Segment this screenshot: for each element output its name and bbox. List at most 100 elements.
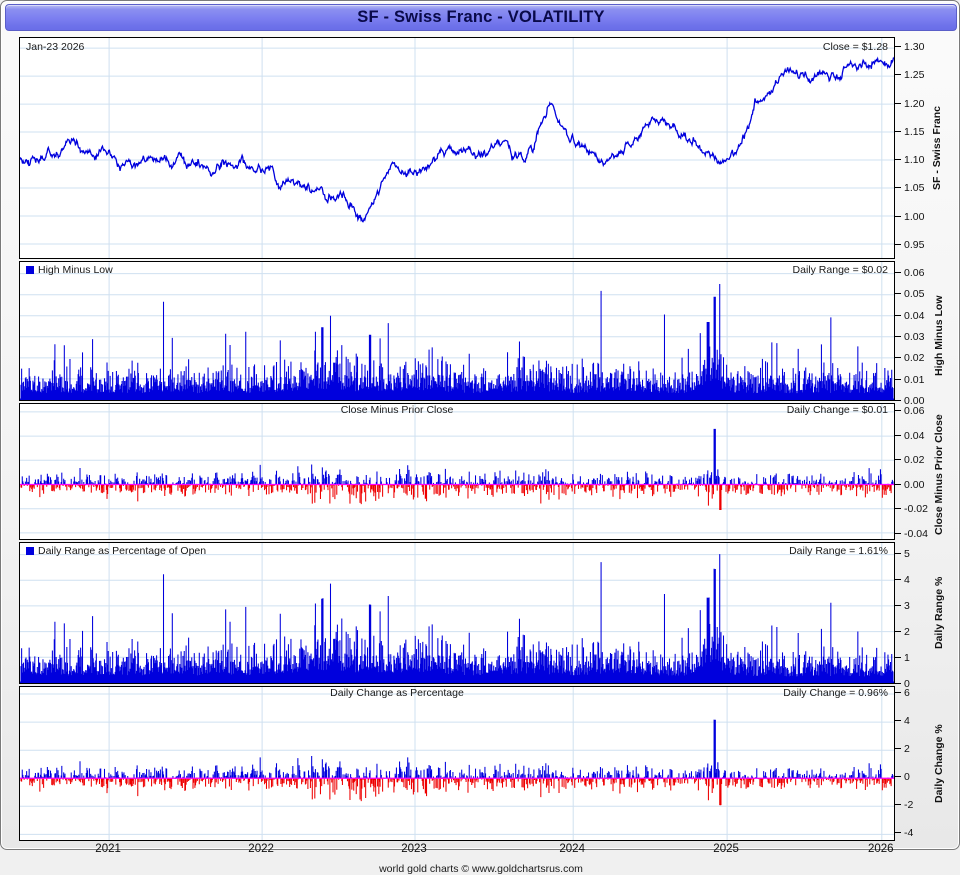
x-tick-label: 2024 [559, 843, 585, 855]
yaxis-title-close-minus-prior-close: Close Minus Prior Close [933, 414, 945, 536]
y-tick-value: 0.04 [904, 309, 925, 322]
y-tick-label: 1.30 [895, 41, 924, 53]
y-tick-label: 0.06 [895, 405, 924, 417]
y-tick-label: 6 [895, 687, 910, 699]
yaxis-title-price: SF - Swiss Franc [931, 105, 943, 191]
y-tick-label: 0.05 [895, 288, 924, 300]
tick-mark-icon [895, 130, 901, 132]
y-tick-value: 0.06 [904, 266, 925, 279]
y-tick-label: 0.00 [895, 479, 924, 491]
plot-area-daily-range-pct [19, 542, 895, 684]
y-tick-value: 1.10 [904, 154, 925, 167]
y-tick-value: 0.02 [904, 454, 925, 467]
tick-mark-icon [895, 187, 901, 189]
y-tick-value: 1.30 [904, 41, 925, 54]
y-tick-label: 0.04 [895, 430, 924, 442]
yaxis-high-minus-low: High Minus Low 0.06 0.05 0.04 0.03 0.02 0.01 0… [895, 261, 960, 407]
chart-stack: Jan-23 2026 Close = $1.28 SF - Swiss Fra… [1, 31, 960, 875]
y-tick-label: 2 [895, 626, 910, 638]
x-tick-label: 2021 [95, 843, 121, 855]
tick-mark-icon [895, 508, 901, 510]
x-axis: 2021 2022 2023 2024 2025 2026 [1, 843, 960, 863]
y-tick-label: 2 [895, 743, 910, 755]
panel-daily-change-pct: Daily Change as Percentage Daily Change … [19, 686, 895, 841]
y-tick-label: 0.02 [895, 454, 924, 466]
yaxis-daily-change-pct: Daily Change % 6 4 2 0 -2 -4 [895, 686, 960, 841]
y-tick-label: 1.10 [895, 154, 924, 166]
y-tick-value: 1.25 [904, 69, 925, 82]
tick-mark-icon [895, 656, 901, 658]
tick-mark-icon [895, 748, 901, 750]
y-tick-value: 0.05 [904, 288, 925, 301]
panel-high-minus-low: High Minus Low Daily Range = $0.02 [19, 261, 895, 401]
y-tick-label: 0 [895, 678, 910, 690]
tick-mark-icon [895, 74, 901, 76]
tick-mark-icon [895, 532, 901, 534]
plot-area-high-minus-low [19, 261, 895, 401]
tick-mark-icon [895, 271, 901, 273]
y-tick-value: 5 [904, 547, 910, 560]
y-tick-label: 1.25 [895, 69, 924, 81]
y-tick-label: 5 [895, 548, 910, 560]
y-tick-label: 0.04 [895, 310, 924, 322]
plot-area-daily-change-pct [19, 686, 895, 841]
y-tick-value: 0 [904, 678, 910, 690]
yaxis-title-high-minus-low: High Minus Low [933, 295, 945, 377]
yaxis-title-daily-range-pct: Daily Range % [933, 576, 945, 650]
y-tick-label: 0.01 [895, 374, 924, 386]
tick-mark-icon [895, 552, 901, 554]
y-tick-label: 4 [895, 574, 910, 586]
tick-mark-icon [895, 776, 901, 778]
y-tick-value: 1.05 [904, 182, 925, 195]
window-title-bar: SF - Swiss Franc - VOLATILITY [5, 4, 957, 31]
tick-mark-icon [895, 434, 901, 436]
tick-mark-icon [895, 720, 901, 722]
y-tick-value: -2 [904, 799, 914, 812]
y-tick-value: 2 [904, 743, 910, 756]
y-tick-value: 0.00 [904, 395, 925, 407]
y-tick-value: 1 [904, 651, 910, 664]
tick-mark-icon [895, 400, 901, 401]
y-tick-value: -4 [904, 827, 914, 840]
tick-mark-icon [895, 578, 901, 580]
tick-mark-icon [895, 215, 901, 217]
y-tick-label: 1.15 [895, 126, 924, 138]
y-tick-label: 0.95 [895, 239, 924, 251]
y-tick-label: 4 [895, 715, 910, 727]
tick-mark-icon [895, 335, 901, 337]
y-tick-value: -0.04 [904, 527, 928, 540]
y-tick-label: 1 [895, 652, 910, 664]
tick-mark-icon [895, 46, 901, 48]
y-tick-value: 0 [904, 771, 910, 784]
tick-mark-icon [895, 102, 901, 104]
y-tick-label: -2 [895, 799, 913, 811]
tick-mark-icon [895, 293, 901, 295]
x-tick-label: 2023 [401, 843, 427, 855]
tick-mark-icon [895, 357, 901, 359]
y-tick-value: 0.02 [904, 352, 925, 365]
y-tick-value: 0.00 [904, 478, 925, 491]
y-tick-label: -0.04 [895, 528, 928, 540]
y-tick-value: 4 [904, 573, 910, 586]
footer-credit: world gold charts © www.goldchartsrus.co… [379, 863, 583, 875]
y-tick-value: 0.95 [904, 238, 925, 251]
panel-price: Jan-23 2026 Close = $1.28 [19, 37, 895, 259]
panel-daily-range-pct: Daily Range as Percentage of Open Daily … [19, 542, 895, 684]
y-tick-value: 0.01 [904, 373, 925, 386]
tick-mark-icon [895, 630, 901, 632]
tick-mark-icon [895, 683, 901, 684]
y-tick-value: 1.20 [904, 97, 925, 110]
tick-mark-icon [895, 314, 901, 316]
panel-close-minus-prior-close: Close Minus Prior Close Daily Change = $… [19, 403, 895, 540]
yaxis-daily-range-pct: Daily Range % 5 4 3 2 1 0 [895, 542, 960, 690]
y-tick-label: 0 [895, 771, 910, 783]
x-tick-label: 2022 [248, 843, 274, 855]
plot-area-close-minus-prior-close [19, 403, 895, 540]
y-tick-value: 0.03 [904, 330, 925, 343]
tick-mark-icon [895, 410, 901, 411]
y-tick-value: 2 [904, 625, 910, 638]
y-tick-value: -0.02 [904, 503, 928, 516]
tick-mark-icon [895, 804, 901, 806]
yaxis-price: SF - Swiss Franc 1.30 1.25 1.20 1.15 1.10 1.0… [895, 37, 960, 259]
